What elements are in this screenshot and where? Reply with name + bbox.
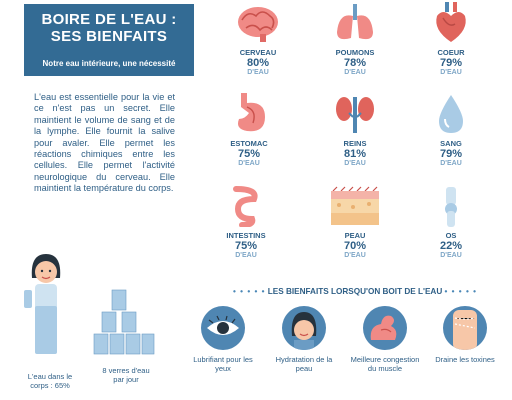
organ-percent: 80% [246,57,270,69]
body-water-label: L'eau dans le corps : 65% [27,372,73,390]
organ-lungs: POUMONS 78% D'EAU [319,2,391,76]
benefit-skin: Hydratation de la peau [269,306,339,373]
title-line-1: BOIRE DE L'EAU : [41,11,177,28]
water-glasses-icon [92,288,156,358]
organ-name: POUMONS [335,48,375,57]
organ-unit: D'EAU [440,252,462,259]
organ-brain: CERVEAU 80% D'EAU [222,2,294,76]
glasses-label: 8 verres d'eau par jour [102,366,150,384]
woman-face-icon [282,306,326,350]
benefit-eyes: Lubrifiant pour les yeux [188,306,258,373]
muscle-arm-icon [363,306,407,350]
organ-unit: D'EAU [344,69,366,76]
organ-skin: PEAU 70% D'EAU [319,185,391,259]
organ-name: CERVEAU [239,48,277,57]
title-banner: BOIRE DE L'EAU : SES BIENFAITS Notre eau… [24,4,194,76]
organ-percent: 75% [234,240,258,252]
organ-percent: 75% [237,148,261,160]
organ-intestines: INTESTINS 75% D'EAU [210,185,282,259]
organ-percent: 79% [439,57,463,69]
brain-icon [236,2,280,44]
title-line-2: SES BIENFAITS [50,28,168,45]
organ-kidneys: REINS 81% D'EAU [319,93,391,167]
bone-icon [429,185,473,227]
organ-name: INTESTINS [226,231,266,240]
organ-percent: 70% [343,240,367,252]
eye-icon [201,306,245,350]
organ-unit: D'EAU [440,69,462,76]
organ-stomach: ESTOMAC 75% D'EAU [213,93,285,167]
benefit-muscle: Meilleure congestion du muscle [350,306,420,373]
organ-unit: D'EAU [247,69,269,76]
benefit-label: Hydratation de la peau [275,355,333,373]
skin-icon [329,185,381,227]
woman-drinking-icon [22,248,70,358]
benefit-label: Draine les toxines [435,355,495,364]
benefit-label: Lubrifiant pour les yeux [193,355,253,373]
organ-unit: D'EAU [238,160,260,167]
benefit-label: Meilleure congestion du muscle [350,355,420,373]
benefits-heading-text: LES BIENFAITS LORSQU'ON BOIT DE L'EAU [267,287,443,296]
organ-name: OS [445,231,457,240]
organ-name: SANG [440,139,462,148]
subtitle: Notre eau intérieure, une nécessité [42,59,176,68]
organ-name: COEUR [437,48,465,57]
divider-dots: • • • • • [444,287,477,296]
organ-percent: 81% [343,148,367,160]
organ-blood: SANG 79% D'EAU [415,93,487,167]
organ-percent: 78% [343,57,367,69]
organ-percent: 22% [439,240,463,252]
benefits-heading: • • • • • LES BIENFAITS LORSQU'ON BOIT D… [205,287,505,296]
lungs-icon [333,2,377,44]
divider-dots: • • • • • [233,287,266,296]
intestine-icon [224,185,268,227]
benefit-toxins: Draine les toxines [430,306,500,364]
organ-unit: D'EAU [440,160,462,167]
organ-name: ESTOMAC [230,139,268,148]
organ-unit: D'EAU [344,160,366,167]
organ-bone: OS 22% D'EAU [415,185,487,259]
organ-unit: D'EAU [344,252,366,259]
organ-name: PEAU [344,231,366,240]
organ-unit: D'EAU [235,252,257,259]
belly-icon [443,306,487,350]
heart-icon [429,2,473,44]
organ-heart: COEUR 79% D'EAU [415,2,487,76]
kidneys-icon [333,93,377,135]
organ-percent: 79% [439,148,463,160]
organ-name: REINS [343,139,367,148]
stomach-icon [227,93,271,135]
blood-drop-icon [429,93,473,135]
intro-paragraph: L'eau est essentielle pour la vie et ce … [34,92,175,194]
